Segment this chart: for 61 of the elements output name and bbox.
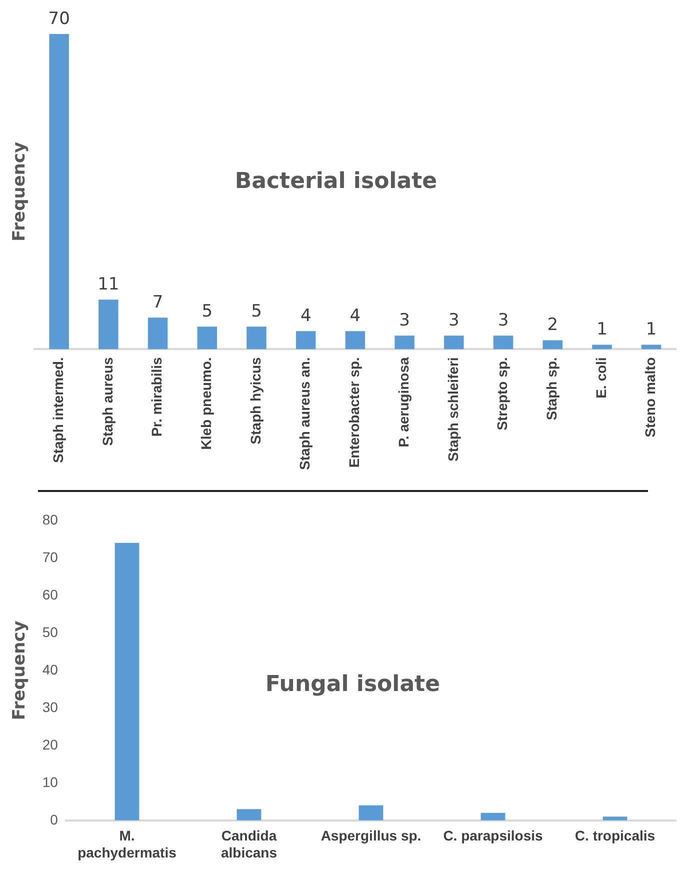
x-tick-label: Staph hyicus xyxy=(247,356,264,444)
x-tick-label: Enterobacter sp. xyxy=(346,357,362,468)
text: Bacterial isolate xyxy=(234,168,438,194)
bar xyxy=(493,336,514,350)
x-tick-label: Strepto sp. xyxy=(494,357,510,430)
x-tick-label: Pr. mirabilis xyxy=(148,356,165,437)
y-tick-label: 50 xyxy=(42,624,58,640)
data-label: 4 xyxy=(350,306,361,326)
bar xyxy=(444,336,464,350)
data-label: 5 xyxy=(202,302,213,322)
bar xyxy=(296,331,316,350)
bar xyxy=(49,34,69,350)
x-tick-label: E. coli xyxy=(592,357,609,398)
y-tick-label: 30 xyxy=(42,698,58,715)
data-label: 2 xyxy=(547,315,558,336)
bar xyxy=(98,300,118,350)
bar xyxy=(246,326,266,350)
bar xyxy=(592,344,612,350)
bar xyxy=(148,318,168,350)
bar xyxy=(394,336,414,350)
y-tick-label: 60 xyxy=(42,586,58,602)
data-label: 3 xyxy=(399,310,410,331)
x-tick-label: Kleb pneumo. xyxy=(198,357,214,450)
y-tick-label: 40 xyxy=(42,661,58,678)
x-tick-label: Staph aureus xyxy=(99,356,116,446)
data-label: 5 xyxy=(251,302,262,322)
data-label: 1 xyxy=(646,320,657,340)
x-tick-label: M. pachydermatis xyxy=(78,828,177,860)
x-tick-label: Steno malto xyxy=(642,357,658,438)
bar xyxy=(480,812,506,820)
x-tick-label: Candida albicans xyxy=(220,828,278,860)
bar xyxy=(345,331,366,350)
bar xyxy=(358,805,384,820)
text: Fungal isolate xyxy=(265,672,440,698)
x-tick-label: C. parapsilosis xyxy=(443,828,543,844)
bar xyxy=(197,326,218,350)
bar xyxy=(542,340,562,350)
bar xyxy=(236,809,262,820)
y-tick-label: 80 xyxy=(42,511,58,528)
x-tick-label: Aspergillus sp. xyxy=(320,828,422,844)
data-label: 11 xyxy=(98,274,120,295)
bar xyxy=(602,816,628,820)
data-label: 7 xyxy=(152,292,164,313)
bar xyxy=(114,542,140,820)
y-tick-label: 10 xyxy=(42,774,58,790)
bar xyxy=(641,344,662,350)
y-tick-label: 70 xyxy=(42,548,58,565)
data-label: 1 xyxy=(596,320,608,340)
x-tick-label: C. tropicalis xyxy=(574,828,656,844)
data-label: 3 xyxy=(498,310,509,331)
x-tick-label: Staph aureus an. xyxy=(296,357,313,470)
data-label: 4 xyxy=(300,306,312,326)
x-tick-label: Staph intermed. xyxy=(50,357,66,463)
y-axis-title: Frequency xyxy=(10,142,30,242)
x-tick-label: Staph schleiferi xyxy=(444,357,461,462)
data-label: 3 xyxy=(448,310,460,331)
x-tick-label: P. aeruginosa xyxy=(395,356,412,448)
y-tick-label: 0 xyxy=(50,811,58,828)
y-axis-title: Frequency xyxy=(10,620,30,720)
x-tick-label: Staph sp. xyxy=(543,357,560,420)
y-tick-label: 20 xyxy=(42,736,58,752)
